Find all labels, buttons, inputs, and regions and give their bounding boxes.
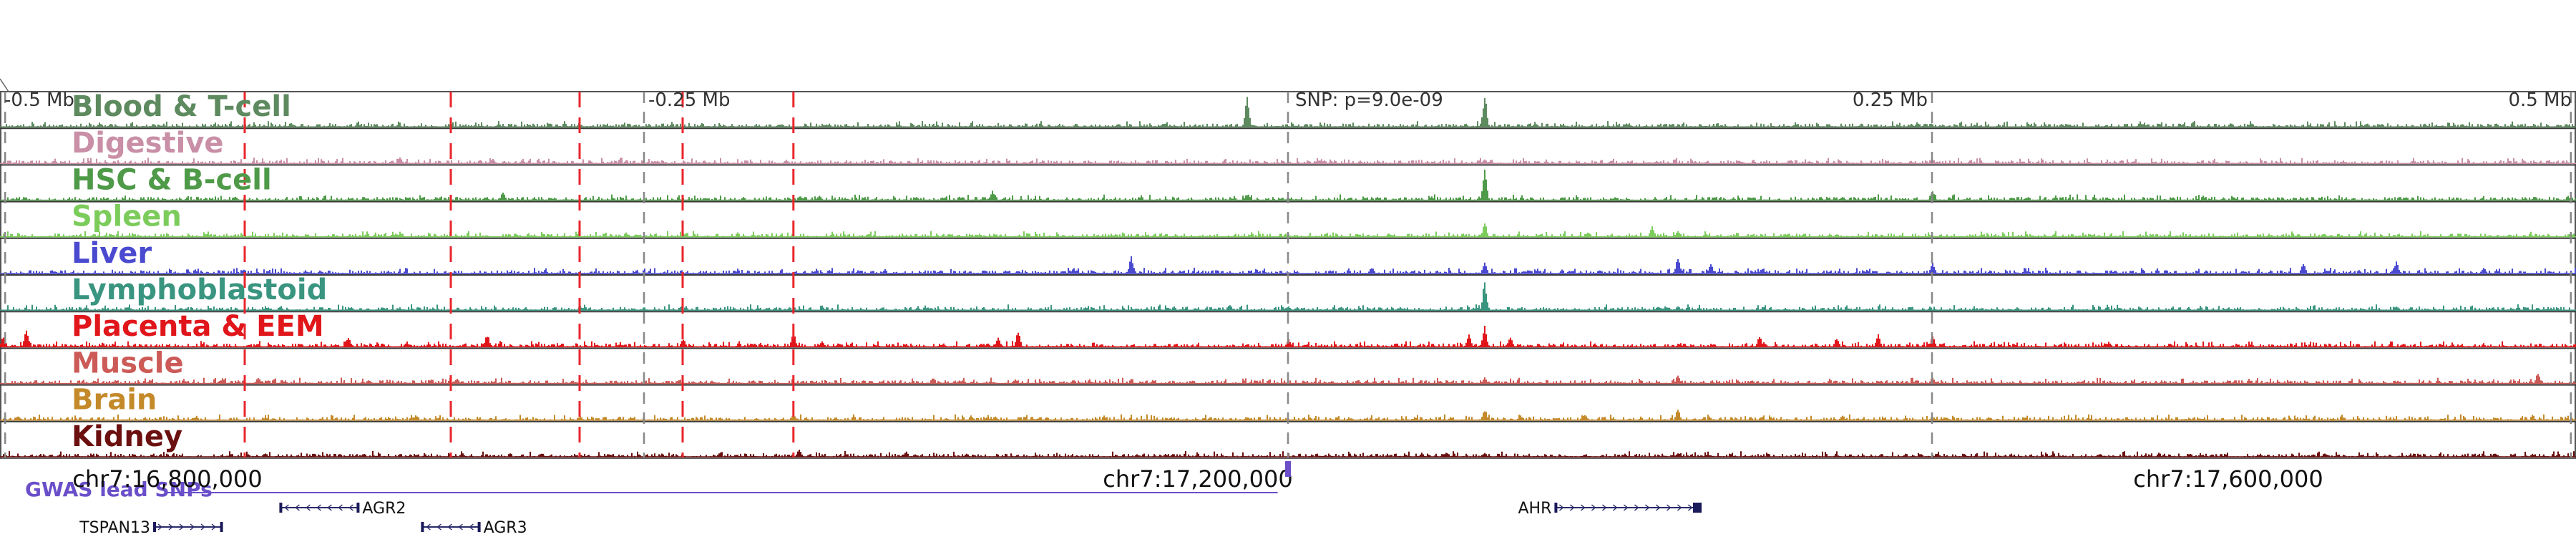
track-label-8: Brain: [72, 384, 157, 417]
gene-end-tick-AGR2: [356, 503, 360, 513]
bottom-axis-tick-2: chr7:17,600,000: [2133, 465, 2323, 493]
track-signal-4: [0, 256, 2576, 274]
track-signal-0: [0, 97, 2576, 127]
gene-track: AGR2 AHR TSPAN13 AGR3: [79, 500, 1702, 537]
track-label-1: Digestive: [72, 127, 224, 160]
dashed-markers: [4, 92, 2572, 458]
top-axis-tick-1: -0.25 Mb: [648, 90, 730, 111]
snp-label: SNP: p=9.0e-09: [1295, 90, 1443, 111]
frame-corner-mark: [0, 78, 9, 92]
track-label-9: Kidney: [72, 420, 182, 453]
gene-strand-arrows-TSPAN13: [157, 523, 217, 531]
bottom-axis-tick-1: chr7:17,200,000: [1103, 465, 1292, 493]
gene-start-tick-AHR: [1554, 503, 1558, 513]
gwas-snp-marker: [1285, 461, 1291, 477]
gene-start-tick-AGR2: [279, 503, 283, 513]
track-label-4: Liver: [72, 237, 152, 270]
gene-label-AHR: AHR: [1518, 500, 1552, 518]
top-axis-tick-2: 0.25 Mb: [1853, 90, 1928, 111]
track-label-0: Blood & T-cell: [72, 90, 291, 123]
gene-end-block-AHR: [1693, 503, 1702, 513]
top-axis-tick-0: -0.5 Mb: [4, 90, 74, 111]
bottom-axis: GWAS lead SNPs chr7:16,800,000 chr7:17,20…: [0, 458, 2576, 501]
gene-label-AGR2: AGR2: [362, 500, 406, 518]
gene-strand-arrows-AGR2: [284, 504, 353, 511]
track-label-6: Placenta & EEM: [72, 310, 324, 343]
top-axis: SNP: p=9.0e-09 -0.5 Mb -0.25 Mb 0.25 Mb 0.5…: [4, 90, 2572, 111]
bottom-axis-tick-0: chr7:16,800,000: [72, 465, 262, 493]
gene-label-TSPAN13: TSPAN13: [79, 519, 150, 537]
gene-strand-arrows-AGR3: [426, 523, 474, 531]
track-label-2: HSC & B-cell: [72, 163, 272, 196]
top-axis-tick-3: 0.5 Mb: [2508, 90, 2572, 111]
track-label-3: Spleen: [72, 200, 182, 233]
track-label-7: Muscle: [72, 347, 184, 379]
gene-strand-arrows-AHR: [1558, 504, 1693, 511]
gene-end-tick-AGR3: [477, 522, 481, 532]
gwas-track-label: GWAS lead SNPs: [25, 478, 213, 501]
track-label-5: Lymphoblastoid: [72, 274, 327, 306]
gene-start-tick-TSPAN13: [153, 522, 156, 532]
gene-start-tick-AGR3: [421, 522, 424, 532]
gene-end-tick-TSPAN13: [220, 522, 223, 532]
gene-label-AGR3: AGR3: [484, 519, 527, 537]
